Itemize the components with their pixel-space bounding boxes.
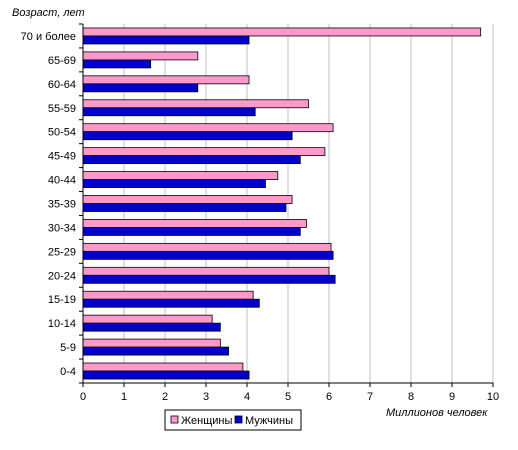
- bar-female: [83, 267, 329, 275]
- category-label: 0-4: [60, 366, 76, 378]
- bars: [83, 28, 481, 379]
- x-tick-label: 0: [80, 391, 86, 403]
- bar-male: [83, 299, 259, 307]
- bar-male: [83, 156, 300, 164]
- x-tick-label: 7: [367, 391, 373, 403]
- bar-female: [83, 100, 309, 108]
- bar-female: [83, 52, 198, 60]
- x-tick-label: 10: [487, 391, 499, 403]
- category-label: 70 и более: [21, 31, 76, 43]
- bar-female: [83, 172, 278, 180]
- bar-male: [83, 323, 220, 331]
- bar-female: [83, 124, 333, 132]
- x-tick-label: 8: [408, 391, 414, 403]
- bar-male: [83, 60, 151, 68]
- bar-female: [83, 339, 220, 347]
- bar-female: [83, 315, 212, 323]
- category-label: 25-29: [48, 246, 76, 258]
- category-label: 10-14: [48, 318, 76, 330]
- category-label: 30-34: [48, 222, 76, 234]
- legend: Женщины Мужчины: [165, 410, 301, 430]
- legend-swatch-female: [171, 416, 178, 423]
- y-axis-title: Возраст, лет: [12, 7, 85, 19]
- bar-male: [83, 204, 286, 212]
- x-tick-label: 5: [285, 391, 291, 403]
- bar-male: [83, 108, 255, 116]
- bar-female: [83, 76, 249, 84]
- bar-male: [83, 251, 333, 259]
- bar-male: [83, 227, 300, 235]
- category-label: 35-39: [48, 199, 76, 211]
- bar-male: [83, 132, 292, 140]
- x-tick-label: 3: [203, 391, 209, 403]
- category-label: 40-44: [48, 175, 76, 187]
- bar-male: [83, 275, 335, 283]
- bar-female: [83, 243, 331, 251]
- legend-swatch-male: [235, 416, 242, 423]
- x-tick-label: 4: [244, 391, 250, 403]
- bar-male: [83, 180, 265, 188]
- bar-female: [83, 148, 325, 156]
- category-label: 50-54: [48, 127, 76, 139]
- category-label: 65-69: [48, 55, 76, 67]
- bar-female: [83, 28, 481, 36]
- bar-female: [83, 291, 253, 299]
- x-tick-label: 1: [121, 391, 127, 403]
- category-label: 20-24: [48, 270, 76, 282]
- category-label: 55-59: [48, 103, 76, 115]
- bar-female: [83, 363, 243, 371]
- bar-female: [83, 219, 306, 227]
- legend-label-female: Женщины: [181, 415, 232, 427]
- category-label: 60-64: [48, 79, 76, 91]
- category-label: 5-9: [60, 342, 76, 354]
- bar-male: [83, 347, 229, 355]
- x-tick-label: 2: [162, 391, 168, 403]
- bar-male: [83, 36, 249, 44]
- x-tick-label: 9: [449, 391, 455, 403]
- category-label: 15-19: [48, 294, 76, 306]
- category-label: 45-49: [48, 151, 76, 163]
- bar-male: [83, 84, 198, 92]
- legend-label-male: Мужчины: [245, 415, 293, 427]
- x-tick-label: 6: [326, 391, 332, 403]
- bar-female: [83, 196, 292, 204]
- bar-male: [83, 371, 249, 379]
- x-axis-title: Миллионов человек: [386, 407, 488, 419]
